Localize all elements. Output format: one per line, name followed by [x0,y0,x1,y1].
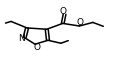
Text: N: N [18,34,25,43]
Text: O: O [77,18,83,27]
Text: O: O [59,7,66,16]
Text: O: O [33,43,40,52]
